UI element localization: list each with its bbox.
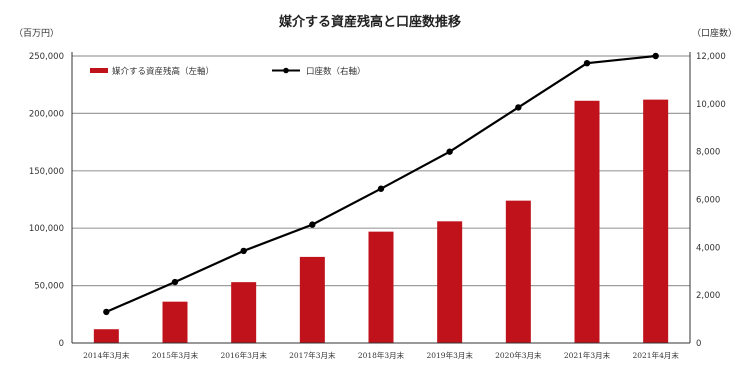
line-point <box>446 148 453 155</box>
left-tick-label: 250,000 <box>29 52 64 62</box>
line-point <box>652 52 659 60</box>
right-tick-label: 6,000 <box>696 196 720 206</box>
right-axis-unit: （口座数） <box>692 27 737 39</box>
bar <box>162 301 188 343</box>
bar <box>299 256 325 343</box>
axes: 0 50,000 100,000 150,000 200,000 250,000 0 2,00… <box>29 52 726 360</box>
x-tick-label: 2021年4月末 <box>632 350 679 360</box>
bar <box>437 221 463 343</box>
legend-line-marker <box>283 67 289 74</box>
left-tick-label: 50,000 <box>34 282 64 292</box>
right-tick-label: 2,000 <box>696 291 720 301</box>
chart-title: 媒介する資産残高と口座数推移 <box>279 14 461 30</box>
x-tick-label: 2021年3月末 <box>564 350 611 360</box>
line-point <box>171 278 179 286</box>
x-tick-label: 2019年3月末 <box>426 350 473 360</box>
right-tick-label: 10,000 <box>696 100 726 110</box>
bar <box>93 329 119 343</box>
legend: 媒介する資産残高（左軸） 口座数（右軸） <box>90 66 366 77</box>
right-tick-label: 12,000 <box>696 52 726 62</box>
right-tick-label: 0 <box>696 339 701 349</box>
line-point <box>515 104 522 111</box>
left-axis-unit: （百万円） <box>14 28 59 39</box>
legend-bar-swatch <box>90 68 108 73</box>
x-tick-label: 2016年3月末 <box>220 350 267 360</box>
legend-bar-label: 媒介する資産残高（左軸） <box>112 66 214 77</box>
right-tick-label: 4,000 <box>696 243 720 253</box>
line-series <box>103 52 659 316</box>
left-tick-label: 200,000 <box>29 109 64 119</box>
line-point <box>583 59 591 67</box>
bar <box>368 231 394 343</box>
line-point <box>377 185 385 192</box>
bar <box>505 200 531 343</box>
bar <box>231 282 257 343</box>
x-tick-label: 2014年3月末 <box>83 350 130 360</box>
x-tick-label: 2018年3月末 <box>358 350 405 360</box>
x-tick-label: 2015年3月末 <box>152 350 199 360</box>
left-tick-label: 100,000 <box>29 224 64 234</box>
left-tick-label: 150,000 <box>29 167 64 177</box>
right-tick-label: 8,000 <box>696 148 720 158</box>
bar <box>643 99 669 344</box>
legend-line-label: 口座数（右軸） <box>306 66 366 77</box>
left-tick-label: 0 <box>59 339 64 349</box>
x-tick-label: 2020年3月末 <box>495 350 542 360</box>
line-point <box>309 221 316 228</box>
line-point <box>103 308 110 316</box>
bar <box>574 100 600 343</box>
line-point <box>240 247 247 255</box>
x-tick-label: 2017年3月末 <box>289 350 336 360</box>
bar-series <box>93 99 669 344</box>
